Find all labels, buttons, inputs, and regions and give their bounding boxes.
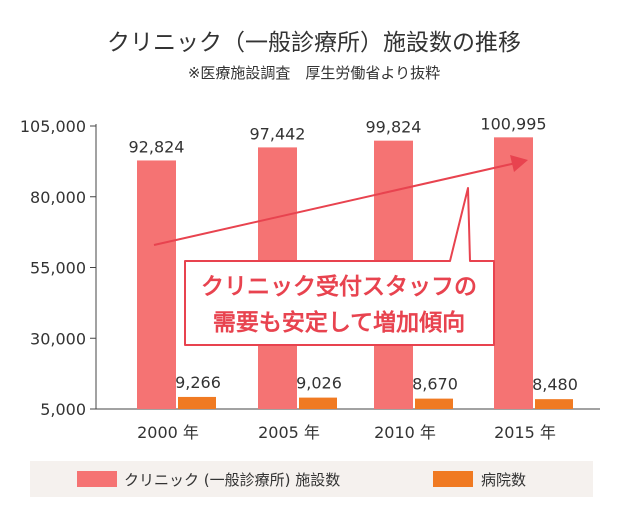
y-tick-label: 30,000: [30, 329, 86, 348]
bar-clinics: [494, 137, 533, 409]
trend-arrow-head: [510, 155, 528, 172]
y-tick-label: 55,000: [30, 259, 86, 278]
y-tick-label: 105,000: [20, 117, 86, 136]
axes: 5,000 30,000 55,000 80,000 105,000 2000 年 2005…: [20, 117, 600, 442]
legend-background: [30, 461, 593, 497]
data-label-hospitals: 8,670: [412, 375, 458, 394]
legend-label-hospitals: 病院数: [481, 471, 526, 489]
y-tick-label: 5,000: [40, 400, 86, 419]
data-label-clinics: 97,442: [250, 124, 306, 143]
data-label-hospitals: 9,026: [296, 374, 342, 393]
legend-label-clinics: クリニック (一般診療所) 施設数: [124, 471, 340, 489]
data-label-clinics: 92,824: [129, 137, 185, 156]
data-label-hospitals: 8,480: [532, 375, 578, 394]
bar-clinics: [137, 160, 176, 409]
legend-swatch-hospitals: [433, 471, 473, 487]
data-label-clinics: 99,824: [366, 118, 422, 137]
data-label-clinics: 100,995: [480, 114, 546, 133]
bar-hospitals: [535, 399, 573, 409]
x-tick-label: 2000 年: [137, 423, 199, 442]
x-tick-label: 2005 年: [258, 423, 320, 442]
callout-box: [184, 187, 495, 346]
data-label-hospitals: 9,266: [175, 373, 221, 392]
bar-hospitals: [178, 396, 216, 409]
bar-hospitals: [415, 398, 453, 409]
callout-text-line: クリニック受付スタッフの: [201, 273, 477, 300]
trend-arrow-line: [153, 162, 517, 246]
callout-text-line: 需要も安定して増加傾向: [213, 309, 465, 336]
chart-title: クリニック（一般診療所）施設数の推移: [107, 30, 521, 56]
chart-subtitle: ※医療施設調査 厚生労働省より抜粋: [188, 64, 440, 82]
x-tick-label: 2010 年: [374, 423, 436, 442]
data-labels: 92,824 9,266 97,442 9,026 99,824 8,670 100,995…: [129, 114, 578, 394]
bar-hospitals: [299, 397, 337, 409]
legend-swatch-clinics: [77, 471, 117, 487]
y-tick-label: 80,000: [30, 188, 86, 207]
x-tick-label: 2015 年: [494, 423, 556, 442]
